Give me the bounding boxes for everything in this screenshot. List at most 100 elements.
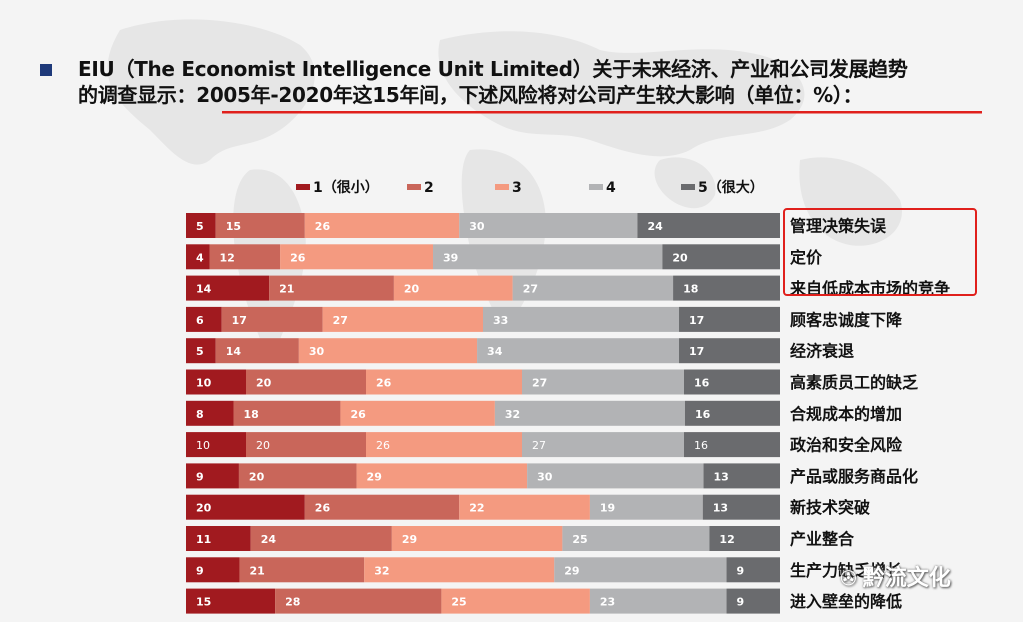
bar-segment-row8-s2 (246, 432, 366, 458)
bar-segment-row11-s1 (186, 526, 251, 551)
bar-segment-row5-s1 (186, 338, 216, 364)
data-label-row1-s2: 15 (226, 220, 241, 233)
bar-segment-row9-s2 (238, 463, 357, 489)
data-label-row3-s4: 27 (523, 283, 538, 296)
data-label-row11-s2: 24 (261, 533, 277, 546)
bar-segment-row12-s3 (364, 557, 555, 583)
data-label-row8-s3: 26 (376, 439, 390, 452)
bar-segment-row7-s3 (340, 400, 495, 426)
data-label-row13-s4: 23 (600, 596, 615, 609)
data-label-row6-s2: 20 (256, 377, 272, 390)
data-label-row11-s3: 29 (402, 533, 417, 546)
data-label-row10-s1: 20 (196, 502, 212, 515)
bar-segment-row9-s1 (186, 463, 239, 489)
bar-segment-row10-s5 (702, 494, 780, 520)
bar-segment-row9-s4 (527, 463, 704, 489)
bar-segment-row3-s2 (269, 275, 394, 301)
bar-segment-row8-s5 (684, 432, 780, 458)
bar-segment-row6-s1 (186, 369, 246, 395)
legend-swatch-5 (681, 184, 695, 190)
data-label-row9-s1: 9 (196, 470, 204, 483)
data-label-row4-s2: 17 (232, 314, 247, 327)
data-label-row4-s3: 27 (333, 314, 348, 327)
data-label-row4-s5: 17 (689, 314, 704, 327)
data-label-row8-s1: 10 (196, 439, 210, 452)
category-label-12: 生产力缺乏增长 (790, 561, 903, 580)
bar-segment-row6-s5 (684, 369, 780, 395)
data-label-row5-s3: 30 (309, 345, 325, 358)
legend-label-5: 5（很大） (698, 179, 764, 196)
data-label-row3-s3: 20 (404, 283, 420, 296)
bar-segment-row8-s1 (186, 432, 246, 458)
data-label-row8-s2: 20 (256, 439, 270, 452)
bar-segment-row12-s2 (239, 557, 365, 583)
data-label-row13-s3: 25 (451, 596, 466, 609)
data-label-row11-s5: 12 (719, 533, 734, 546)
bar-segment-row1-s5 (637, 213, 780, 238)
data-label-row6-s4: 27 (532, 377, 547, 390)
data-label-row13-s2: 28 (285, 596, 300, 609)
watermark: ✇ 黔流文化 (840, 560, 951, 592)
bar-segment-row2-s2 (209, 244, 281, 270)
data-label-row6-s5: 16 (694, 377, 710, 390)
bar-segment-row7-s2 (233, 400, 341, 426)
title-red-underline (222, 111, 982, 114)
bar-segment-row1-s2 (215, 213, 305, 238)
legend-label-3: 3 (512, 180, 522, 196)
bar-segment-row5-s2 (215, 338, 299, 364)
data-label-row12-s3: 32 (374, 564, 389, 577)
data-label-row7-s2: 18 (244, 408, 259, 421)
bar-segment-row1-s4 (459, 213, 638, 238)
data-label-row7-s3: 26 (350, 408, 366, 421)
bar-segment-row1-s3 (304, 213, 460, 238)
data-label-row1-s4: 30 (469, 220, 485, 233)
data-label-row11-s4: 25 (572, 533, 587, 546)
bar-segment-row11-s5 (709, 526, 780, 551)
bar-segment-row12-s5 (726, 557, 780, 583)
data-label-row11-s1: 11 (196, 533, 211, 546)
data-label-row6-s3: 26 (376, 377, 392, 390)
data-label-row12-s4: 29 (564, 564, 579, 577)
data-label-row10-s3: 22 (469, 502, 484, 515)
category-label-1: 管理决策失误 (790, 217, 887, 236)
wechat-icon: ✇ (840, 566, 857, 590)
data-label-row2-s4: 39 (443, 251, 458, 264)
data-label-row9-s3: 29 (367, 470, 382, 483)
bar-segment-row11-s4 (562, 526, 710, 551)
data-label-row12-s5: 9 (737, 564, 745, 577)
category-label-5: 经济衰退 (790, 342, 854, 361)
bar-segment-row2-s3 (280, 244, 434, 270)
bar-segment-row13-s2 (275, 588, 442, 614)
data-label-row9-s5: 13 (714, 470, 729, 483)
data-label-row5-s4: 34 (487, 345, 503, 358)
bar-segment-row5-s5 (679, 338, 780, 364)
data-label-row7-s4: 32 (505, 408, 520, 421)
data-label-row9-s4: 30 (537, 470, 553, 483)
category-label-2: 定价 (789, 248, 823, 267)
data-label-row13-s5: 9 (737, 596, 745, 609)
bar-segment-row9-s5 (703, 463, 780, 489)
bar-segment-row13-s1 (186, 588, 276, 614)
legend-label-1: 1（很小） (313, 179, 379, 196)
bar-segment-row2-s5 (662, 244, 780, 270)
data-label-row8-s5: 16 (694, 439, 708, 452)
bar-segment-row11-s2 (250, 526, 392, 551)
category-label-13: 进入壁垒的降低 (790, 592, 902, 611)
legend-label-4: 4 (606, 180, 616, 196)
data-label-row9-s2: 20 (249, 470, 265, 483)
category-label-9: 产品或服务商品化 (790, 467, 918, 486)
data-label-row3-s1: 14 (196, 283, 212, 296)
data-label-row7-s1: 8 (196, 408, 204, 421)
bar-segment-row3-s5 (673, 275, 780, 301)
bar-segment-row4-s4 (483, 306, 680, 332)
title-line-1: EIU（The Economist Intelligence Unit Limi… (78, 57, 908, 81)
data-label-row5-s1: 5 (196, 345, 204, 358)
category-label-4: 顾客忠诚度下降 (790, 310, 903, 329)
data-label-row5-s2: 14 (226, 345, 242, 358)
bar-segment-row13-s4 (589, 588, 727, 614)
bar-segment-row5-s3 (298, 338, 478, 364)
bar-segment-row8-s3 (366, 432, 522, 458)
bar-segment-row6-s3 (366, 369, 522, 395)
bar-segment-row2-s4 (433, 244, 663, 270)
